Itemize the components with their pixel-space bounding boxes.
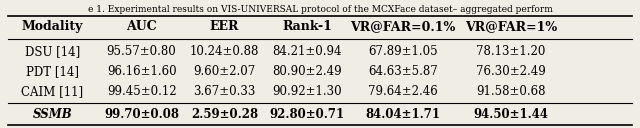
Text: 95.57±0.80: 95.57±0.80: [107, 45, 177, 58]
Text: 76.30±2.49: 76.30±2.49: [476, 65, 546, 78]
Text: 80.90±2.49: 80.90±2.49: [273, 65, 342, 78]
Text: DSU [14]: DSU [14]: [25, 45, 80, 58]
Text: 92.80±0.71: 92.80±0.71: [269, 108, 345, 121]
Text: e 1. Experimental results on VIS-UNIVERSAL protocol of the MCXFace dataset– aggr: e 1. Experimental results on VIS-UNIVERS…: [88, 5, 552, 14]
Text: CAIM [11]: CAIM [11]: [21, 85, 83, 98]
Text: 99.70±0.08: 99.70±0.08: [104, 108, 179, 121]
Text: 78.13±1.20: 78.13±1.20: [476, 45, 546, 58]
Text: 3.67±0.33: 3.67±0.33: [193, 85, 255, 98]
Text: 67.89±1.05: 67.89±1.05: [368, 45, 438, 58]
Text: 99.45±0.12: 99.45±0.12: [107, 85, 177, 98]
Text: PDT [14]: PDT [14]: [26, 65, 79, 78]
Text: 96.16±1.60: 96.16±1.60: [107, 65, 177, 78]
Text: VR@FAR=0.1%: VR@FAR=0.1%: [350, 20, 456, 33]
Text: EER: EER: [210, 20, 239, 33]
Text: 91.58±0.68: 91.58±0.68: [476, 85, 546, 98]
Text: VR@FAR=1%: VR@FAR=1%: [465, 20, 557, 33]
Text: AUC: AUC: [126, 20, 157, 33]
Text: SSMB: SSMB: [33, 108, 72, 121]
Text: 90.92±1.30: 90.92±1.30: [273, 85, 342, 98]
Text: 9.60±2.07: 9.60±2.07: [193, 65, 255, 78]
Text: Modality: Modality: [22, 20, 83, 33]
Text: 2.59±0.28: 2.59±0.28: [191, 108, 258, 121]
Text: 79.64±2.46: 79.64±2.46: [368, 85, 438, 98]
Text: 10.24±0.88: 10.24±0.88: [189, 45, 259, 58]
Text: 84.04±1.71: 84.04±1.71: [365, 108, 440, 121]
Text: 94.50±1.44: 94.50±1.44: [474, 108, 548, 121]
Text: Rank-1: Rank-1: [282, 20, 332, 33]
Text: 84.21±0.94: 84.21±0.94: [273, 45, 342, 58]
Text: 64.63±5.87: 64.63±5.87: [368, 65, 438, 78]
